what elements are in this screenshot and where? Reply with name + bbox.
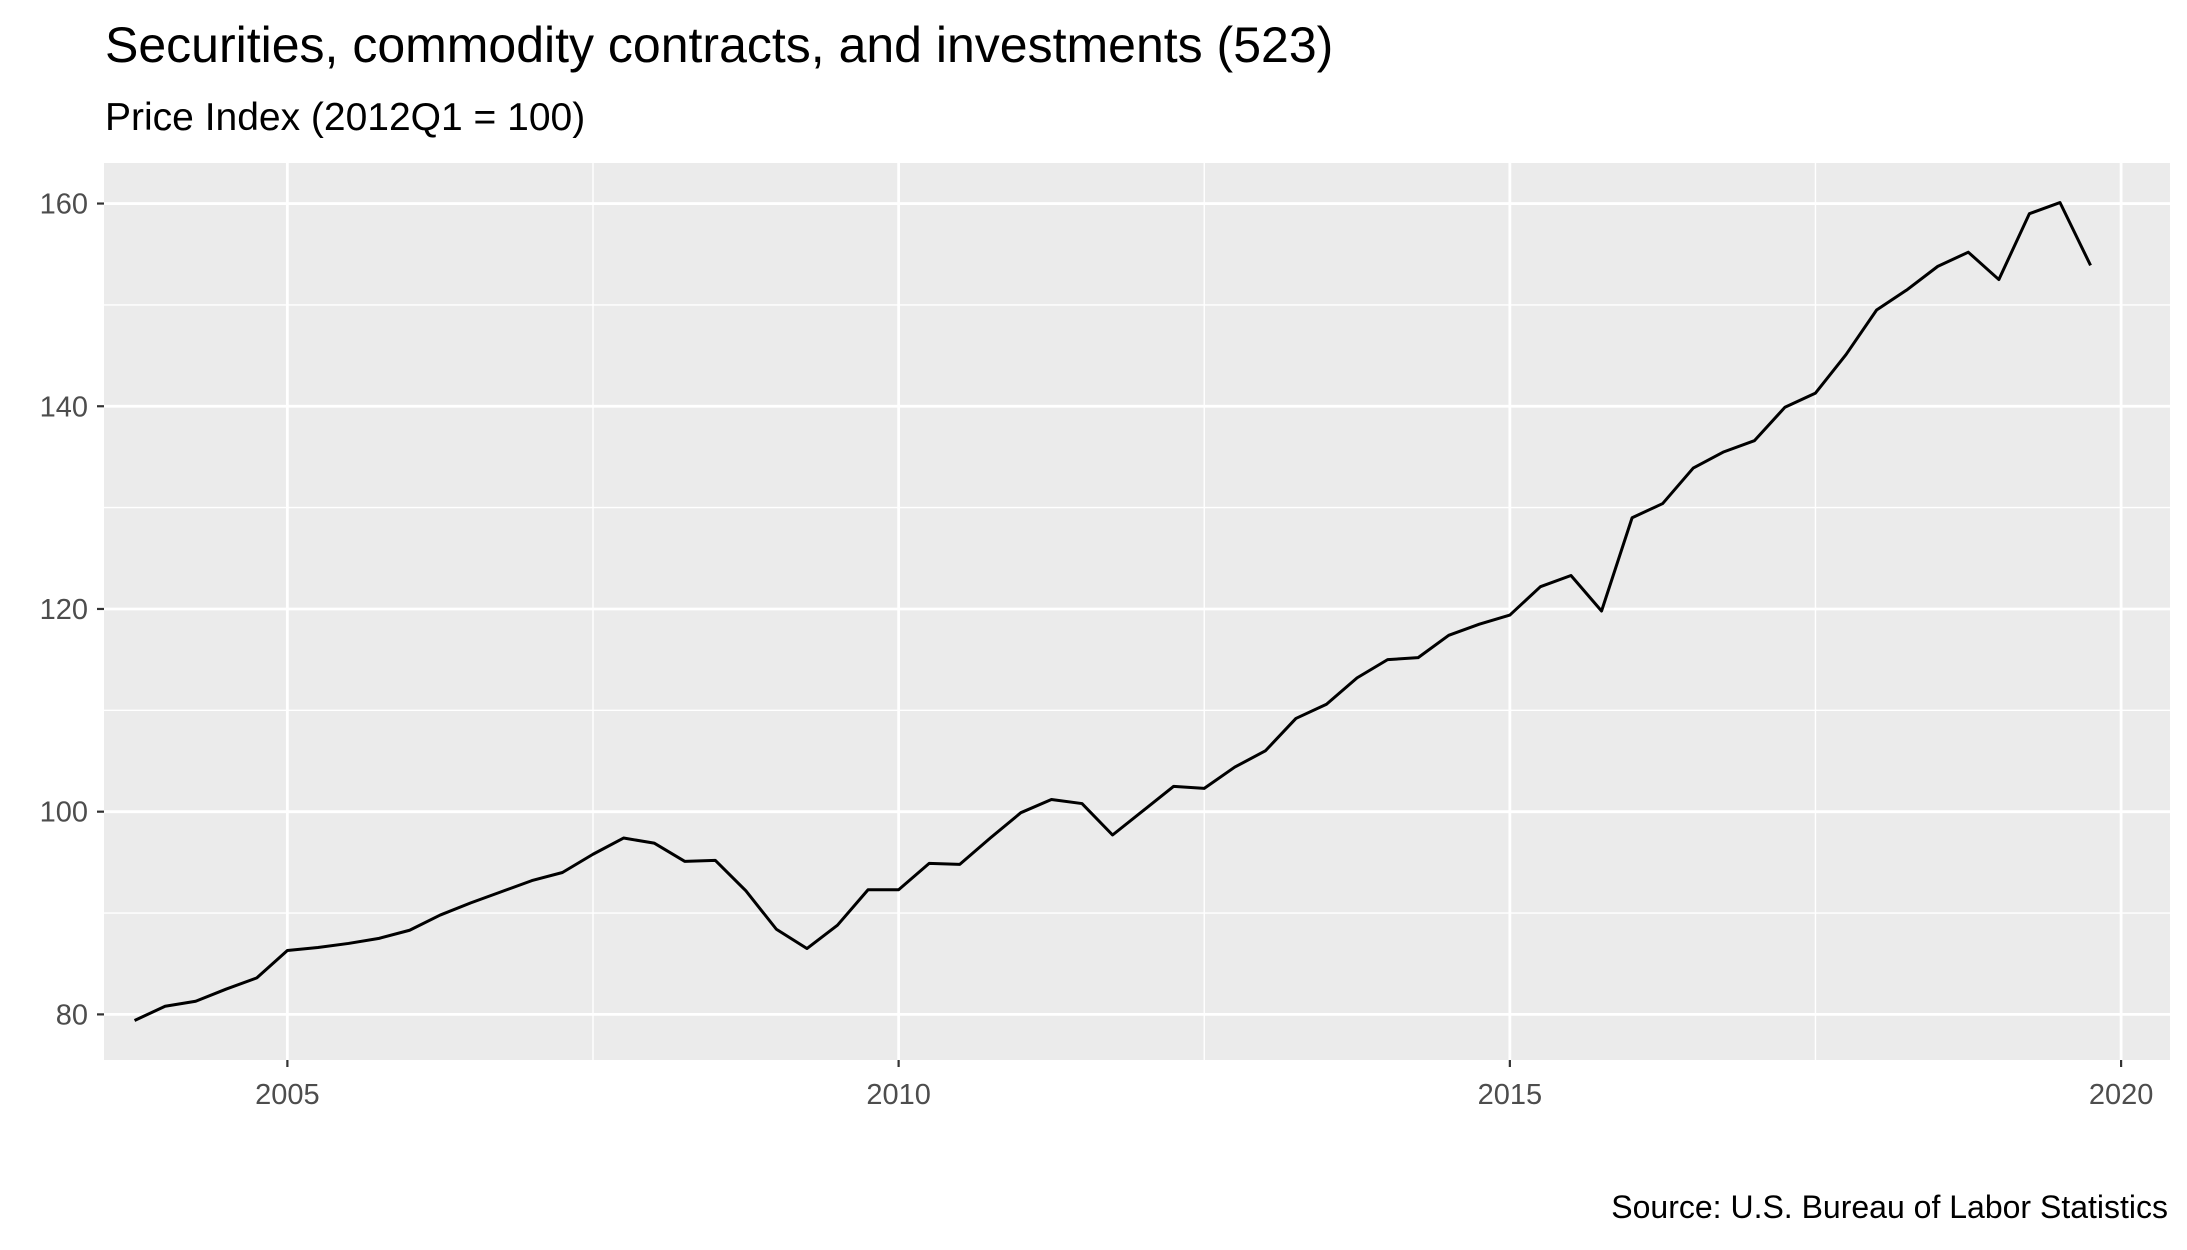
data-point	[560, 870, 564, 874]
chart-title: Securities, commodity contracts, and inv…	[105, 17, 1333, 73]
data-point	[927, 861, 931, 865]
data-point	[1508, 613, 1512, 617]
data-point	[1294, 716, 1298, 720]
data-point	[2027, 212, 2031, 216]
data-point	[1813, 391, 1817, 395]
y-tick-label: 120	[40, 594, 88, 626]
series-layer	[133, 201, 2093, 1022]
data-point	[958, 862, 962, 866]
data-point	[1233, 765, 1237, 769]
data-point	[1141, 809, 1145, 813]
data-point	[2058, 201, 2062, 205]
data-point	[377, 936, 381, 940]
data-point	[1661, 502, 1665, 506]
data-point	[866, 888, 870, 892]
data-point	[1263, 749, 1267, 753]
data-point	[530, 879, 534, 883]
data-point	[1416, 656, 1420, 660]
data-point	[1936, 264, 1940, 268]
data-point	[713, 858, 717, 862]
data-point	[2089, 263, 2093, 267]
data-point	[1691, 466, 1695, 470]
data-point	[622, 836, 626, 840]
data-point	[1752, 439, 1756, 443]
data-point	[347, 941, 351, 945]
data-point	[438, 913, 442, 917]
y-tick-label: 80	[56, 999, 88, 1031]
data-point	[1019, 811, 1023, 815]
data-point	[469, 901, 473, 905]
data-point	[683, 859, 687, 863]
data-point	[163, 1004, 167, 1008]
data-point	[1324, 702, 1328, 706]
data-point	[1080, 802, 1084, 806]
data-point	[1569, 574, 1573, 578]
x-tick-label: 2015	[1478, 1079, 1543, 1111]
data-point	[1538, 585, 1542, 589]
data-point	[133, 1018, 137, 1022]
data-point	[255, 976, 259, 980]
x-tick-label: 2010	[866, 1079, 931, 1111]
data-point	[1202, 786, 1206, 790]
y-tick-label: 140	[40, 391, 88, 423]
data-point	[194, 999, 198, 1003]
data-point	[408, 928, 412, 932]
data-point	[1172, 784, 1176, 788]
data-point	[1966, 250, 1970, 254]
data-point	[499, 890, 503, 894]
series-line	[133, 201, 2092, 1022]
data-point	[285, 949, 289, 953]
data-point	[316, 945, 320, 949]
data-point	[1386, 658, 1390, 662]
x-tick-label: 2020	[2089, 1079, 2154, 1111]
x-tick-label: 2005	[255, 1079, 320, 1111]
data-point	[1722, 450, 1726, 454]
data-point	[1477, 622, 1481, 626]
chart-caption: Source: U.S. Bureau of Labor Statistics	[1611, 1189, 2168, 1225]
data-point	[652, 841, 656, 845]
data-point	[835, 923, 839, 927]
data-point	[1447, 633, 1451, 637]
data-point	[897, 888, 901, 892]
data-point	[1875, 308, 1879, 312]
data-point	[1997, 278, 2001, 282]
data-point	[1111, 833, 1115, 837]
data-point	[774, 927, 778, 931]
data-point	[1783, 405, 1787, 409]
y-tick-label: 160	[40, 189, 88, 221]
chart-subtitle: Price Index (2012Q1 = 100)	[105, 96, 585, 139]
y-tick-label: 100	[40, 797, 88, 829]
data-point	[1049, 798, 1053, 802]
data-point	[224, 987, 228, 991]
data-point	[1630, 516, 1634, 520]
plot-panel	[104, 163, 2170, 1060]
data-point	[1844, 353, 1848, 357]
data-point	[744, 889, 748, 893]
gridlines	[104, 163, 2170, 1060]
data-point	[805, 947, 809, 951]
data-point	[1905, 288, 1909, 292]
data-point	[1600, 609, 1604, 613]
data-point	[988, 836, 992, 840]
data-point	[591, 852, 595, 856]
axes: 2005 2010 2015 2020 80 100 120 140 160	[40, 189, 2154, 1111]
data-point	[1355, 676, 1359, 680]
